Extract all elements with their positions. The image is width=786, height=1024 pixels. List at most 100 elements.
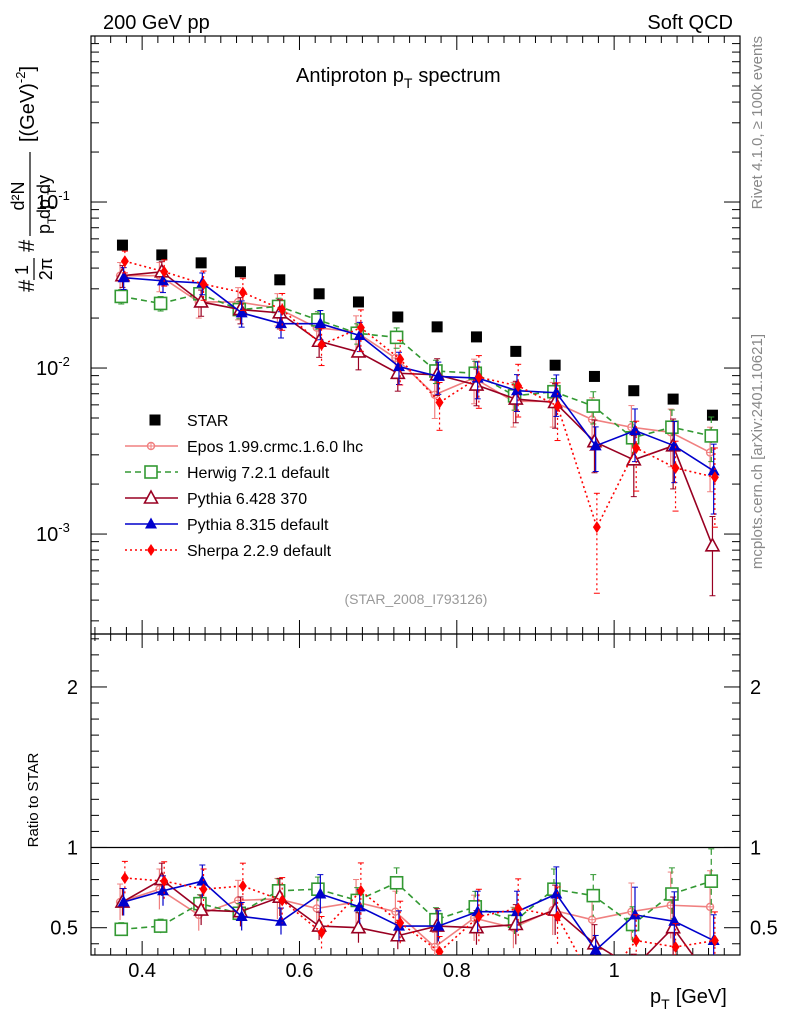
ratio-point [668,914,681,926]
series-point [193,293,209,308]
svg-text:1: 1 [12,265,32,275]
svg-text:T: T [45,216,59,224]
series-point [632,441,641,454]
ratio-point [157,884,169,896]
ratio-y-label: Ratio to STAR [25,752,42,847]
ratio-point [317,926,326,939]
series-point [468,376,485,391]
star-point [352,296,364,308]
ratio-y-tick-label: 0.5 [50,918,78,940]
legend-star-label: STAR [187,413,228,430]
series-point [707,464,720,476]
series-point [629,424,641,436]
star-series [116,239,718,421]
series-point [553,400,562,413]
x-tick-label: 0.8 [443,960,471,982]
ratio-point [514,902,523,915]
svg-text:[(GeV)-2]: [(GeV)-2] [13,66,39,142]
star-point [116,239,128,251]
series-point [157,274,169,286]
star-point [706,409,718,421]
ratio-point [671,940,680,953]
series-point [668,439,681,451]
series-point [238,286,247,299]
y-tick-label: 10-1 [36,188,70,214]
svg-text:#: # [14,239,39,252]
ratio-point [114,922,129,937]
legend-marker [143,489,159,504]
y-tick-label: 10-2 [36,354,70,380]
header-left: 200 GeV pp [103,12,210,34]
ratio-point [160,875,169,888]
ratio-point [587,915,597,924]
x-tick-label: 0.4 [128,960,156,982]
series-point [114,289,129,304]
ratio-point [196,874,209,886]
x-tick-label: 0.6 [286,960,314,982]
series-point [586,399,601,413]
series-1-ratio [114,848,719,943]
legend-label: Sherpa 2.2.9 default [187,543,332,560]
legend-label: Herwig 7.2.1 default [187,465,330,482]
series-point [199,278,208,291]
ratio-point [435,945,444,955]
legend-label: Pythia 8.315 default [187,517,329,534]
header-right: Soft QCD [647,12,733,34]
ratio-point [275,914,287,926]
svg-text:T: T [45,187,59,195]
ratio-point [396,916,405,929]
legend-label: Pythia 6.428 370 [187,491,307,508]
star-point [274,274,286,286]
ratio-point [629,908,641,920]
ratio-point [665,919,681,934]
legend-star-marker [149,414,161,426]
ratio-line [119,888,711,949]
ratio-y-tick-label: 1 [67,837,78,859]
ratio-line [123,880,715,952]
series-line [121,292,712,439]
ratio-point [193,901,209,916]
star-point [156,249,168,261]
analysis-id: (STAR_2008_I793126) [345,591,488,607]
star-point [313,288,325,300]
series-point [389,364,406,380]
svg-text:p dp dy: p dp dy [34,175,54,234]
series-point [704,537,721,552]
series-point [160,265,169,278]
series-line [123,276,715,472]
legend-label: Epos 1.99.crmc.1.6.0 lhc [187,439,363,456]
series-point [710,471,719,484]
series-point [353,329,366,341]
ratio-point [312,904,321,913]
ratio-line [122,878,694,955]
series-4-ratio [120,860,719,955]
ratio-point [704,874,719,888]
series-point [592,521,601,534]
y-tick-label: 10-3 [36,520,70,546]
series-point [705,448,715,457]
series-point [393,360,405,372]
series-point [275,317,287,329]
ratio-point [153,919,168,933]
ratio-point [389,927,406,942]
series-point [550,386,563,398]
x-axis-label: pT [GeV] [650,986,727,1012]
ratio-point [117,895,130,907]
ratio-point [632,934,641,947]
ratio-point [356,884,365,897]
ratio-point [350,919,367,934]
star-point [667,393,679,405]
series-point [435,396,444,409]
ratio-y-tick-label-right: 0.5 [750,918,778,940]
ratio-point [235,909,248,921]
ratio-point [278,894,287,907]
ratio-line [121,880,712,931]
series-line [124,260,716,530]
star-point [431,321,443,333]
legend-marker [144,465,158,479]
star-point [588,370,600,382]
series-point [514,379,523,392]
series-line [122,270,714,547]
series-point [474,371,483,384]
